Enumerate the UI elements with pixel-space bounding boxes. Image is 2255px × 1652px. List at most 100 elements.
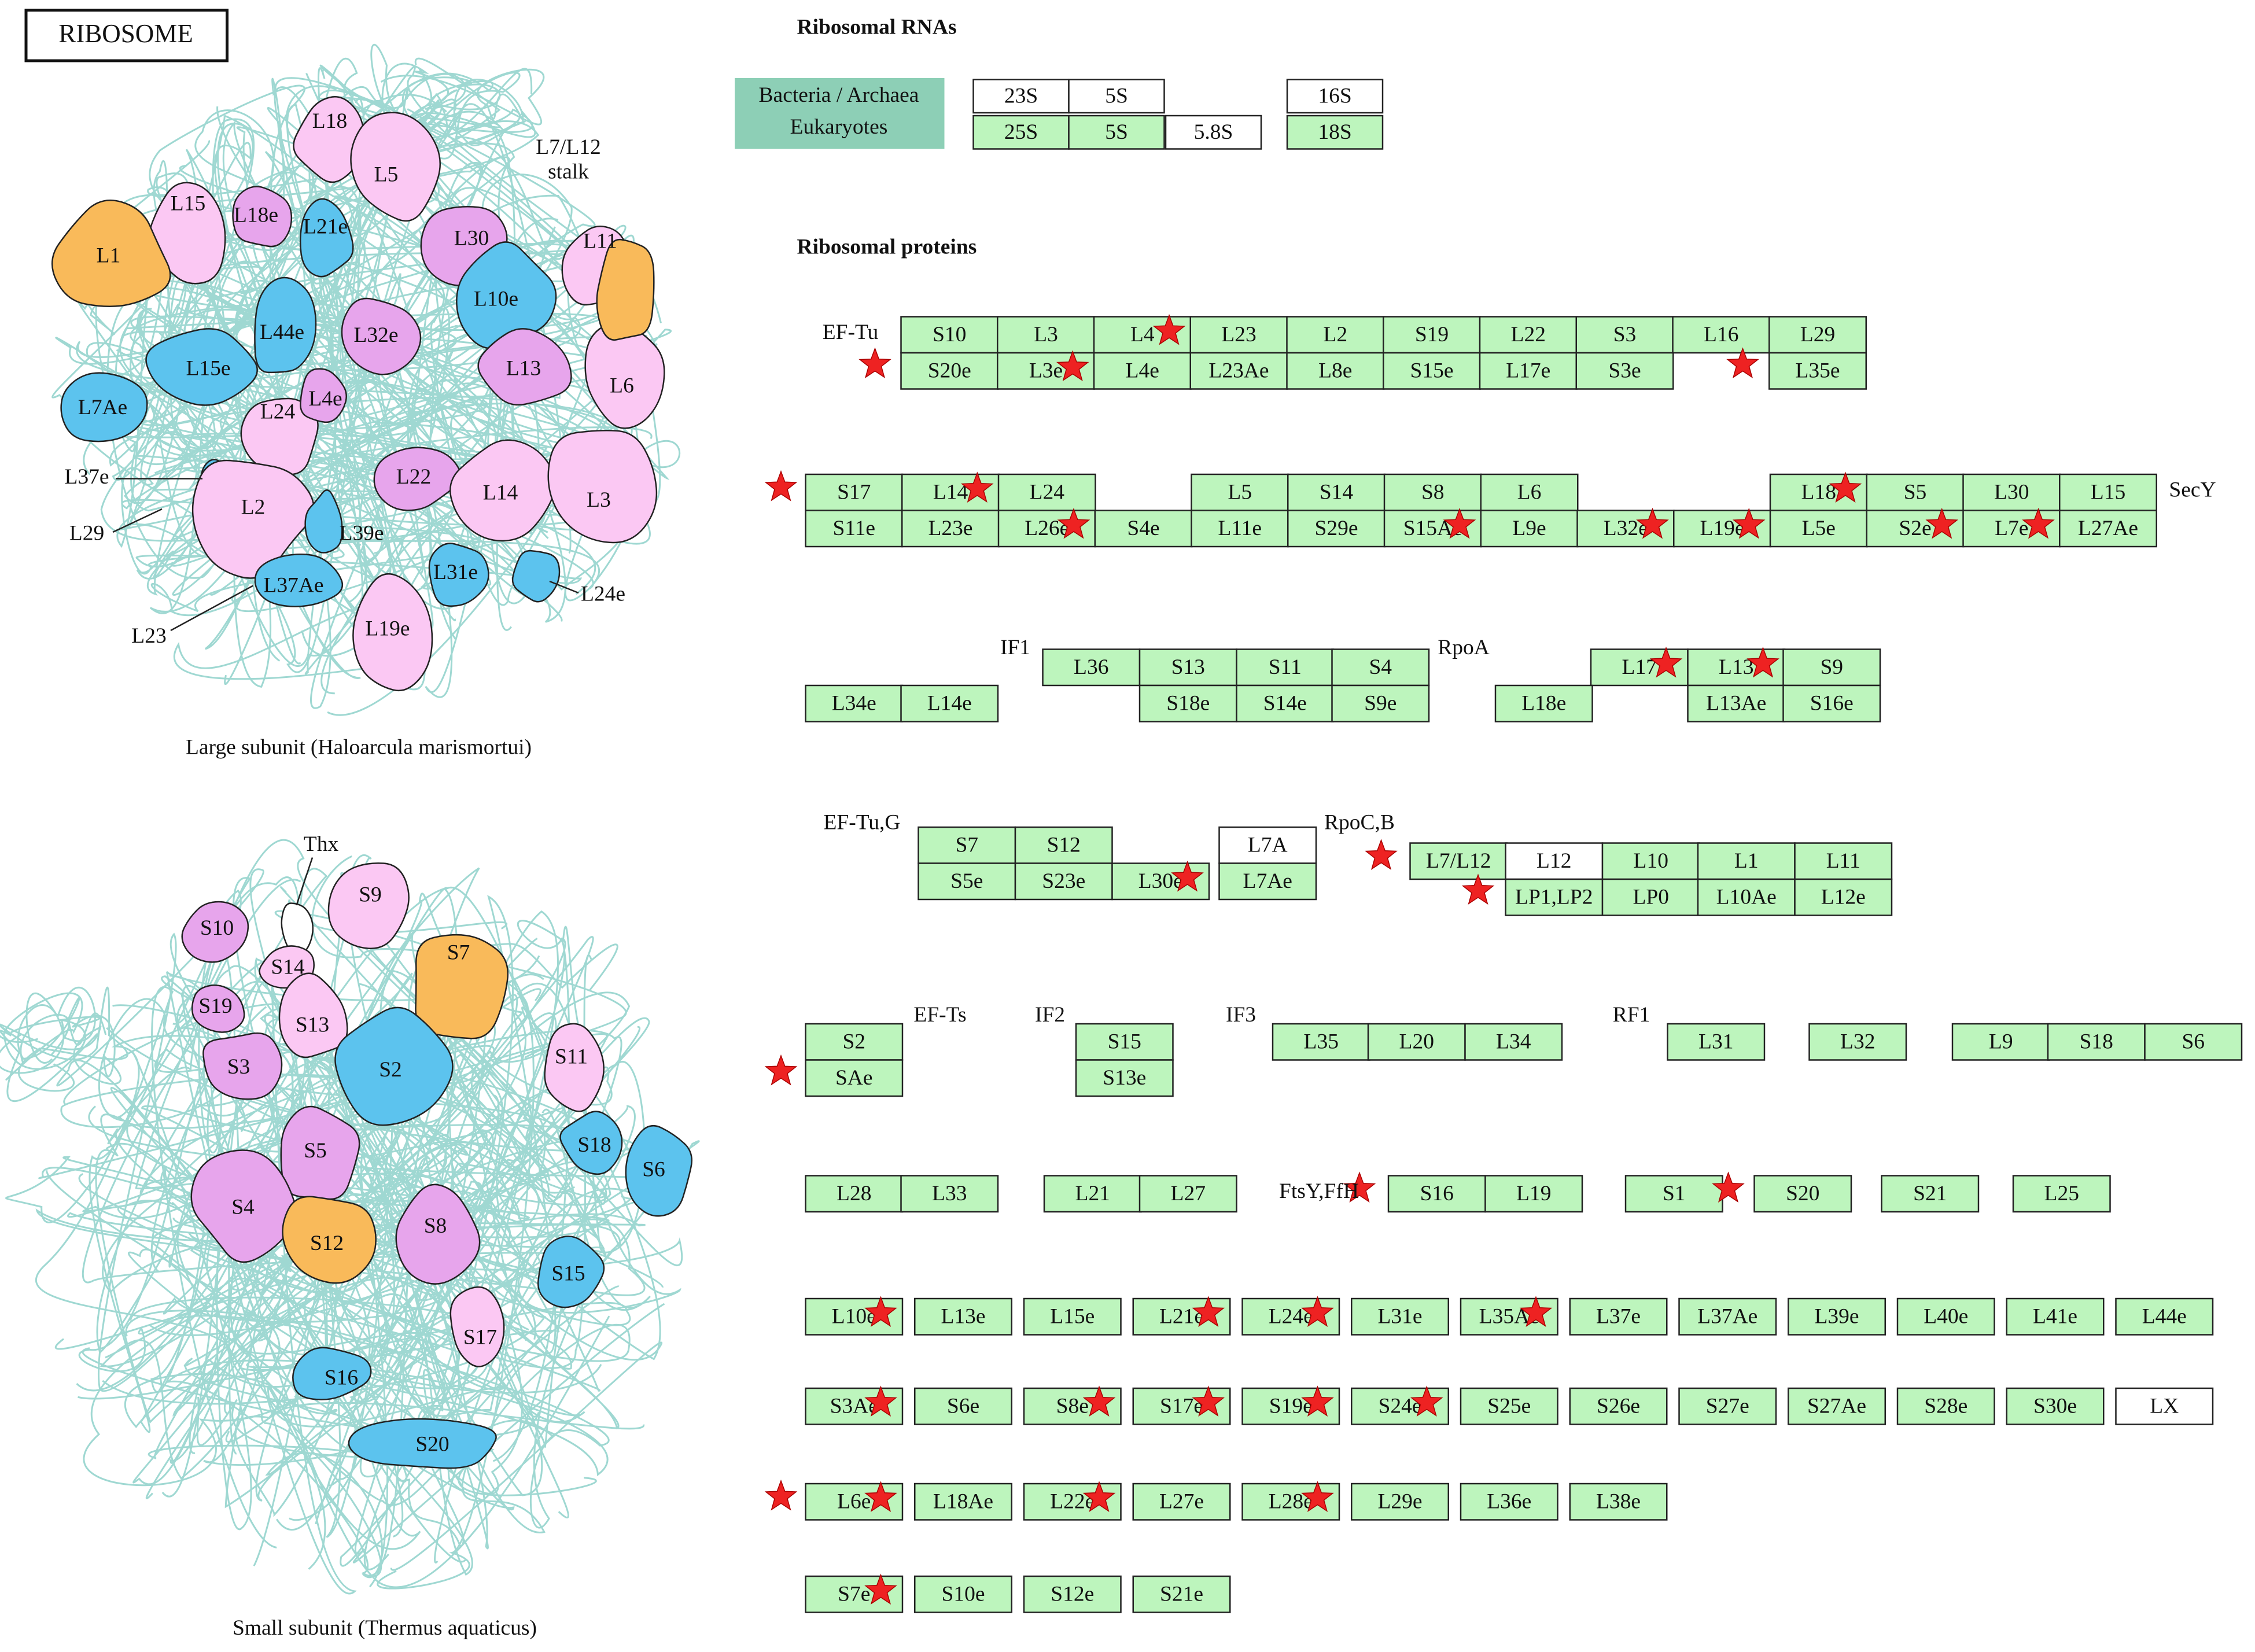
side-label: RpoA (1438, 636, 1490, 659)
rna-chain (166, 955, 540, 1595)
pointer-line (296, 857, 314, 906)
gene-box (1218, 826, 1317, 864)
protein-label: L15 (171, 192, 205, 216)
protein-label: L19e (365, 617, 410, 641)
gene-box (2047, 1023, 2146, 1061)
gene-label: L7/L12 (1426, 849, 1491, 873)
pointer-line (170, 585, 254, 632)
gene-label: L27e (1159, 1489, 1204, 1513)
protein-label: L4e (308, 387, 342, 411)
star (1301, 1296, 1334, 1327)
gene-box (900, 352, 999, 390)
side-label: EF-Ts (913, 1003, 966, 1027)
gene-label: L5e (1802, 517, 1836, 540)
gene-label: S23e (1042, 869, 1085, 893)
gene-label: L36 (1074, 655, 1108, 679)
gene-box (2144, 1023, 2243, 1061)
gene-box (1808, 1023, 1907, 1061)
gene-label: S13e (1103, 1066, 1146, 1090)
gene-label: L31e (1377, 1304, 1422, 1328)
gene-label: 23S (1004, 84, 1038, 108)
protein-label: L7Ae (78, 396, 127, 419)
protein-shape (254, 553, 344, 607)
gene-label: L21 (1075, 1182, 1110, 1205)
gene-box (2006, 1297, 2105, 1336)
gene-box (1068, 79, 1165, 114)
gene-box (914, 1483, 1013, 1521)
side-label: IF3 (1226, 1003, 1256, 1027)
protein-label: L5 (374, 163, 399, 187)
gene-label: LP1,LP2 (1515, 885, 1593, 909)
gene-label: S11 (1269, 655, 1302, 679)
gene-label: S16e (1810, 691, 1854, 715)
protein-shape (625, 1124, 693, 1217)
gene-box (900, 684, 999, 722)
gene-box (1351, 1297, 1450, 1336)
pointer-line (112, 508, 163, 533)
gene-box (1387, 1175, 1486, 1213)
protein-label: L11 (583, 230, 617, 253)
gene-label: 16S (1318, 84, 1351, 108)
gene-label: S8 (1421, 480, 1445, 504)
gene-box (1286, 79, 1384, 114)
protein-label: S8 (424, 1214, 447, 1238)
gene-box (1464, 1023, 1563, 1061)
gene-box (1484, 1175, 1583, 1213)
gene-label: L31 (1698, 1030, 1733, 1053)
gene-label: S17 (837, 480, 871, 504)
gene-box (997, 316, 1096, 354)
star (864, 1296, 897, 1327)
gene-label: L7A (1248, 833, 1288, 857)
gene-box (1768, 316, 1867, 354)
gene-box (1697, 842, 1796, 880)
gene-label: L6 (1517, 480, 1542, 504)
gene-box (1601, 842, 1700, 880)
gene-label: LP0 (1633, 885, 1669, 909)
gene-label: 25S (1004, 120, 1038, 144)
protein-shape (278, 972, 348, 1059)
protein-label: L30 (454, 227, 489, 250)
protein-shape (547, 430, 658, 544)
star (1410, 1385, 1443, 1417)
gene-box (1962, 473, 2061, 511)
protein-label: L29 (69, 522, 104, 545)
gene-label: S7e (838, 1582, 870, 1606)
protein-label: L44e (260, 320, 304, 344)
gene-box (1075, 1023, 1174, 1061)
side-label: EF-Tu,G (823, 811, 900, 835)
protein-shape (304, 489, 343, 554)
gene-box (805, 510, 904, 548)
side-label: IF2 (1035, 1003, 1065, 1027)
gene-label: L1 (1734, 849, 1759, 873)
gene-box (1505, 878, 1604, 916)
gene-box (1014, 826, 1113, 864)
gene-box (1331, 684, 1430, 722)
protein-label: L13 (506, 357, 541, 381)
gene-box (1094, 510, 1193, 548)
star (864, 1385, 897, 1417)
gene-label: S14 (1320, 480, 1354, 504)
protein-shape (300, 368, 347, 423)
protein-label: S9 (359, 883, 382, 907)
gene-box (972, 79, 1070, 114)
star (858, 347, 891, 378)
gene-label: S25e (1487, 1394, 1531, 1418)
gene-label: S6e (947, 1394, 979, 1418)
gene-label: S21e (1160, 1582, 1203, 1606)
gene-label: S10e (942, 1582, 985, 1606)
gene-label: L37e (1596, 1304, 1641, 1328)
gene-label: L33 (932, 1182, 967, 1205)
star (1365, 839, 1398, 870)
protein-label: S2 (379, 1058, 402, 1082)
protein-heading: Ribosomal proteins (797, 235, 977, 259)
gene-box (1794, 878, 1893, 916)
protein-shape (341, 297, 422, 375)
gene-box (1287, 510, 1386, 548)
rna-chain (38, 855, 631, 1400)
gene-label: L4e (1126, 359, 1159, 382)
gene-label: 18S (1318, 120, 1351, 144)
protein-label: S18 (577, 1133, 611, 1157)
gene-box (805, 1023, 904, 1061)
gene-label: L5 (1228, 480, 1252, 504)
